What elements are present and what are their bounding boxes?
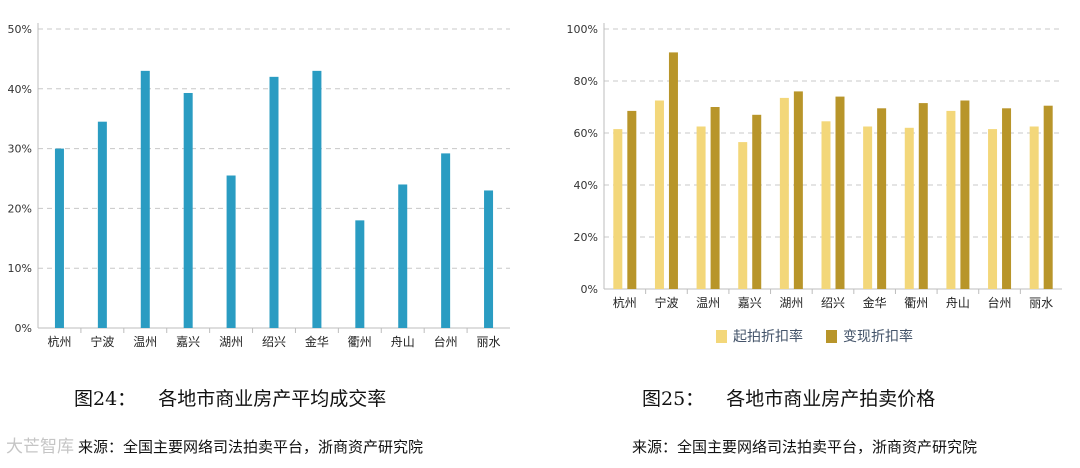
bar-起拍折扣率-温州 xyxy=(696,126,706,289)
x-category-label: 杭州 xyxy=(613,295,637,310)
y-tick-label: 20% xyxy=(8,202,32,215)
bar-湖州 xyxy=(226,175,236,328)
bar-金华 xyxy=(312,70,322,329)
bar-变现折扣率-湖州 xyxy=(793,91,803,290)
bar-变现折扣率-丽水 xyxy=(1043,105,1053,289)
chart-auction-price: 0% 20% 40% 60% 80% 100% 杭州 宁波 温州 嘉兴 湖州 绍兴 金华 衢州 舟山 台州 丽水… xyxy=(567,23,1062,345)
figure-25-title: 各地市商业房产拍卖价格 xyxy=(726,388,936,410)
x-category-label: 湖州 xyxy=(219,334,243,349)
y-tick-label: 40% xyxy=(574,179,598,192)
y-tick-label: 0% xyxy=(15,322,32,335)
y-tick-label: 0% xyxy=(581,283,598,296)
bar-变现折扣率-台州 xyxy=(1002,108,1012,289)
figure-25-caption: 图25： 各地市商业房产拍卖价格 xyxy=(642,384,935,411)
legend-swatch-1 xyxy=(826,330,837,343)
bar-舟山 xyxy=(398,184,408,328)
figure-24-caption: 图24： 各地市商业房产平均成交率 xyxy=(74,384,386,411)
bar-起拍折扣率-嘉兴 xyxy=(738,142,748,289)
x-category-label: 舟山 xyxy=(391,335,415,349)
bar-杭州 xyxy=(54,148,64,328)
bar-变现折扣率-宁波 xyxy=(668,52,678,290)
bar-起拍折扣率-宁波 xyxy=(654,100,664,289)
x-category-label: 舟山 xyxy=(946,296,970,310)
y-tick-label: 20% xyxy=(574,231,598,244)
bar-起拍折扣率-丽水 xyxy=(1029,126,1039,289)
figure-24-number: 图24： xyxy=(74,388,137,410)
x-category-label: 嘉兴 xyxy=(176,335,200,349)
bar-变现折扣率-杭州 xyxy=(627,110,637,290)
charts-canvas: 0%10%20%30%40%50%杭州 宁波 温州 嘉兴 湖州 绍兴 金华 衢州 舟山 台州 丽水 … xyxy=(8,23,1062,349)
bar-台州 xyxy=(441,153,451,328)
bar-起拍折扣率-杭州 xyxy=(613,129,623,289)
x-category-label: 湖州 xyxy=(779,295,803,310)
figure-24-source: 来源：全国主要网络司法拍卖平台，浙商资产研究院 xyxy=(78,438,424,456)
figure-24-title: 各地市商业房产平均成交率 xyxy=(158,388,387,410)
bar-绍兴 xyxy=(269,76,279,328)
x-category-label: 杭州 xyxy=(47,334,71,349)
x-category-label: 金华 xyxy=(305,334,329,349)
x-category-label: 台州 xyxy=(988,295,1012,310)
y-tick-label: 60% xyxy=(574,127,598,140)
watermark: 大芒智库 xyxy=(6,437,74,457)
x-category-label: 温州 xyxy=(133,335,157,349)
legend-swatch-0 xyxy=(716,330,727,343)
chart-average-deal-rate: 0% 10% 20% 30% 40% 50% 杭州 宁波 温州 嘉兴 湖州 绍兴 金华 衢州 舟山 台州 丽水 xyxy=(8,23,510,349)
bar-变现折扣率-衢州 xyxy=(918,103,928,289)
y-tick-label: 100% xyxy=(567,23,598,36)
bar-变现折扣率-绍兴 xyxy=(835,96,845,289)
x-category-label: 绍兴 xyxy=(821,296,845,310)
bar-起拍折扣率-湖州 xyxy=(779,97,789,290)
y-tick-label: 50% xyxy=(8,23,32,36)
x-category-label: 宁波 xyxy=(90,334,114,349)
y-tick-label: 10% xyxy=(8,262,32,275)
x-category-label: 温州 xyxy=(696,296,720,310)
figure-25-number: 图25： xyxy=(642,388,705,410)
bar-起拍折扣率-绍兴 xyxy=(821,121,831,289)
bar-起拍折扣率-金华 xyxy=(863,126,873,289)
x-category-label: 宁波 xyxy=(654,295,678,310)
y-tick-label: 30% xyxy=(8,143,32,156)
y-tick-label: 40% xyxy=(8,83,32,96)
bar-衢州 xyxy=(355,220,365,328)
figure-25-source: 来源：全国主要网络司法拍卖平台，浙商资产研究院 xyxy=(632,438,978,456)
x-category-label: 丽水 xyxy=(1029,296,1053,310)
x-category-label: 衢州 xyxy=(348,335,372,349)
bar-起拍折扣率-衢州 xyxy=(904,127,914,289)
bar-起拍折扣率-台州 xyxy=(988,129,998,289)
bar-丽水 xyxy=(484,190,494,328)
bar-变现折扣率-金华 xyxy=(877,108,887,289)
x-category-label: 台州 xyxy=(434,334,458,349)
x-category-label: 嘉兴 xyxy=(738,296,762,310)
bar-温州 xyxy=(140,70,150,329)
bar-起拍折扣率-舟山 xyxy=(946,110,956,290)
x-category-label: 丽水 xyxy=(477,335,501,349)
legend-label-1: 变现折扣率 xyxy=(843,328,913,345)
legend-label-0: 起拍折扣率 xyxy=(733,328,803,345)
bar-变现折扣率-舟山 xyxy=(960,100,970,289)
bar-嘉兴 xyxy=(183,92,193,329)
x-category-label: 绍兴 xyxy=(262,335,286,349)
bar-变现折扣率-嘉兴 xyxy=(752,114,762,289)
x-category-label: 衢州 xyxy=(904,296,928,310)
bar-宁波 xyxy=(97,121,107,328)
bar-变现折扣率-温州 xyxy=(710,107,720,289)
x-category-label: 金华 xyxy=(863,295,887,310)
y-tick-label: 80% xyxy=(574,75,598,88)
